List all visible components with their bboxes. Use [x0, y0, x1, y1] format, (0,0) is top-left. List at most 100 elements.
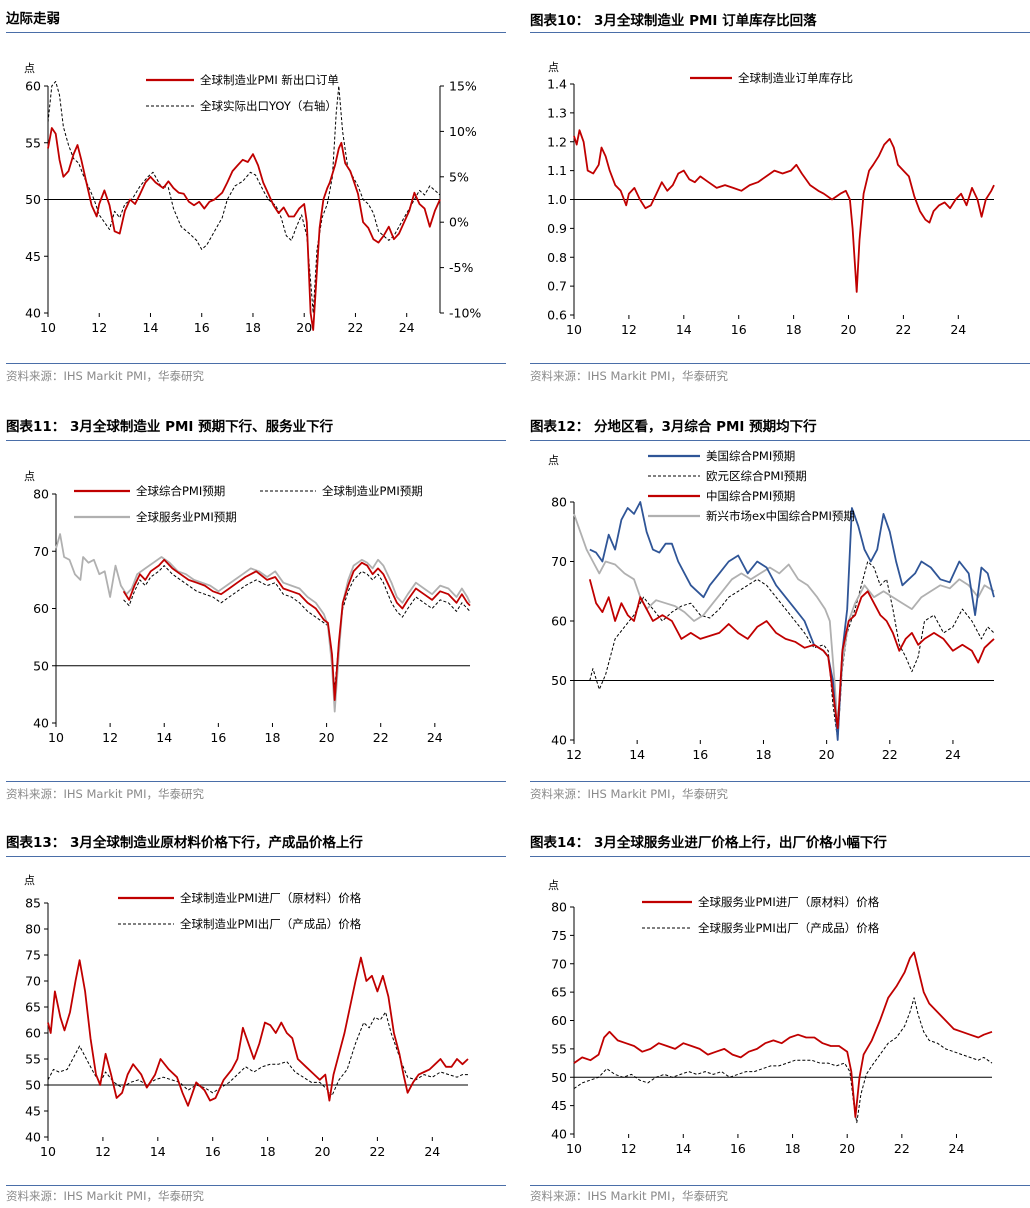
chart-panel-3: 图表11： 3月全球制造业 PMI 预期下行、服务业下行 点 40 50 60 70 80… — [6, 410, 506, 810]
y-axis-unit-label: 点 — [24, 62, 35, 75]
y-tick-label: 50 — [25, 1078, 41, 1093]
x-tick-label: 22 — [894, 1141, 910, 1156]
y-tick-label: 60 — [33, 601, 49, 616]
legend-label-2: 全球实际出口YOY（右轴） — [200, 99, 337, 113]
x-tick-label: 20 — [319, 730, 335, 745]
y-tick-label: 55 — [25, 135, 41, 150]
y-tick-label: 75 — [25, 948, 41, 963]
x-tick-label: 24 — [950, 322, 966, 337]
x-tick-label: 16 — [730, 1141, 746, 1156]
x-tick-label: 20 — [841, 322, 857, 337]
x-tick-label: 10 — [40, 320, 56, 335]
x-tick-label: 14 — [629, 747, 645, 762]
series-line-1 — [47, 956, 469, 1107]
x-tick-label: 14 — [675, 1141, 691, 1156]
legend-label-1: 美国综合PMI预期 — [706, 449, 795, 463]
series-line-1 — [573, 129, 995, 293]
y-tick-label: 45 — [551, 1098, 567, 1113]
order-inventory-ratio-chart: 点 0.6 0.7 0.8 0.9 1.0 1.1 1.2 1.3 1.4 10 12 14 16 18 20… — [547, 61, 995, 337]
y-axis-unit-label: 点 — [548, 61, 559, 74]
y-tick-label: 40 — [551, 733, 567, 748]
source-note: 资料来源：IHS Markit PMI，华泰研究 — [6, 787, 204, 801]
y-axis-unit-label: 点 — [548, 879, 559, 892]
y-tick-label: 0.9 — [547, 221, 567, 236]
x-tick-label: 18 — [785, 1141, 801, 1156]
source-note: 资料来源：IHS Markit PMI，华泰研究 — [6, 1189, 204, 1203]
x-tick-label: 16 — [205, 1144, 221, 1159]
series-line-3 — [55, 533, 471, 713]
x-tick-label: 20 — [839, 1141, 855, 1156]
y-tick-label: 1.0 — [547, 192, 567, 207]
x-tick-label: 16 — [194, 320, 210, 335]
source-note: 资料来源：IHS Markit PMI，华泰研究 — [530, 787, 728, 801]
x-tick-label: 16 — [692, 747, 708, 762]
series-line-2 — [47, 81, 441, 314]
y-tick-label: 0.6 — [547, 308, 567, 323]
y-tick-label: 40 — [25, 1130, 41, 1145]
y2-tick-label: 5% — [449, 169, 469, 184]
source-note: 资料来源：IHS Markit PMI，华泰研究 — [530, 1189, 728, 1203]
legend-label-1: 全球综合PMI预期 — [136, 484, 225, 498]
chart-panel-2: 图表10： 3月全球制造业 PMI 订单库存比回落 点 0.6 0.7 0.8 0.9 1… — [530, 0, 1030, 388]
source-note: 资料来源：IHS Markit PMI，华泰研究 — [530, 369, 728, 383]
legend-label-1: 全球制造业订单库存比 — [738, 71, 853, 85]
legend-label-2: 欧元区综合PMI预期 — [706, 469, 807, 483]
x-tick-label: 14 — [156, 730, 172, 745]
y-axis-unit-label: 点 — [548, 454, 559, 467]
regional-pmi-expectations-chart: 点 40 50 60 70 80 12 14 16 18 20 22 24 美国综合PMI预期欧元区综合P… — [548, 449, 995, 762]
legend-label-2: 全球制造业PMI预期 — [322, 484, 423, 498]
x-tick-label: 12 — [621, 322, 637, 337]
y-tick-label: 60 — [25, 1026, 41, 1041]
chart-panel-4: 图表12： 分地区看，3月综合 PMI 预期均下行 点 40 50 60 70 80 12 1… — [530, 410, 1030, 810]
y-tick-label: 50 — [551, 1070, 567, 1085]
y2-tick-label: 15% — [449, 79, 477, 94]
y-tick-label: 60 — [551, 1013, 567, 1028]
x-tick-label: 22 — [882, 747, 898, 762]
y-tick-label: 55 — [551, 1041, 567, 1056]
y-tick-label: 0.8 — [547, 250, 567, 265]
x-tick-label: 12 — [102, 730, 118, 745]
legend-label-1: 全球制造业PMI 新出口订单 — [200, 73, 339, 87]
x-tick-label: 22 — [347, 320, 363, 335]
y-tick-label: 40 — [551, 1127, 567, 1142]
y-tick-label: 70 — [25, 974, 41, 989]
y-tick-label: 40 — [33, 716, 49, 731]
y2-tick-label: 10% — [449, 124, 477, 139]
legend-label-3: 全球服务业PMI预期 — [136, 510, 237, 524]
x-tick-label: 24 — [945, 747, 961, 762]
x-tick-label: 12 — [91, 320, 107, 335]
legend-label-4: 新兴市场ex中国综合PMI预期 — [706, 509, 855, 523]
source-note: 资料来源：IHS Markit PMI，华泰研究 — [6, 369, 204, 383]
y-tick-label: 55 — [25, 1052, 41, 1067]
series-line-1 — [573, 951, 993, 1118]
y-tick-label: 80 — [33, 487, 49, 502]
chart-title: 图表13： 3月全球制造业原材料价格下行，产成品价格上行 — [6, 835, 363, 851]
y-tick-label: 45 — [25, 1104, 41, 1119]
y-tick-label: 50 — [25, 192, 41, 207]
x-tick-label: 12 — [621, 1141, 637, 1156]
y2-tick-label: 0% — [449, 215, 469, 230]
chart-title: 图表10： 3月全球制造业 PMI 订单库存比回落 — [530, 13, 817, 29]
source-divider — [530, 363, 1030, 364]
y-tick-label: 1.3 — [547, 105, 567, 120]
x-tick-label: 24 — [949, 1141, 965, 1156]
y-tick-label: 65 — [25, 1000, 41, 1015]
y-tick-label: 75 — [551, 928, 567, 943]
y-tick-label: 80 — [551, 900, 567, 915]
x-tick-label: 20 — [296, 320, 312, 335]
chart-title: 图表11： 3月全球制造业 PMI 预期下行、服务业下行 — [6, 419, 334, 435]
title-divider — [6, 32, 506, 33]
series-line-1 — [589, 501, 995, 741]
y-tick-label: 70 — [33, 544, 49, 559]
series-line-2 — [123, 565, 471, 690]
x-tick-label: 22 — [895, 322, 911, 337]
chart-title: 图表12： 分地区看，3月综合 PMI 预期均下行 — [530, 419, 817, 435]
chart-title: 图表14： 3月全球服务业进厂价格上行，出厂价格小幅下行 — [530, 835, 887, 851]
x-tick-label: 24 — [427, 730, 443, 745]
y-tick-label: 80 — [551, 495, 567, 510]
x-tick-label: 10 — [40, 1144, 56, 1159]
source-divider — [6, 1185, 506, 1186]
x-tick-label: 10 — [48, 730, 64, 745]
x-tick-label: 20 — [819, 747, 835, 762]
y-tick-label: 0.7 — [547, 279, 567, 294]
